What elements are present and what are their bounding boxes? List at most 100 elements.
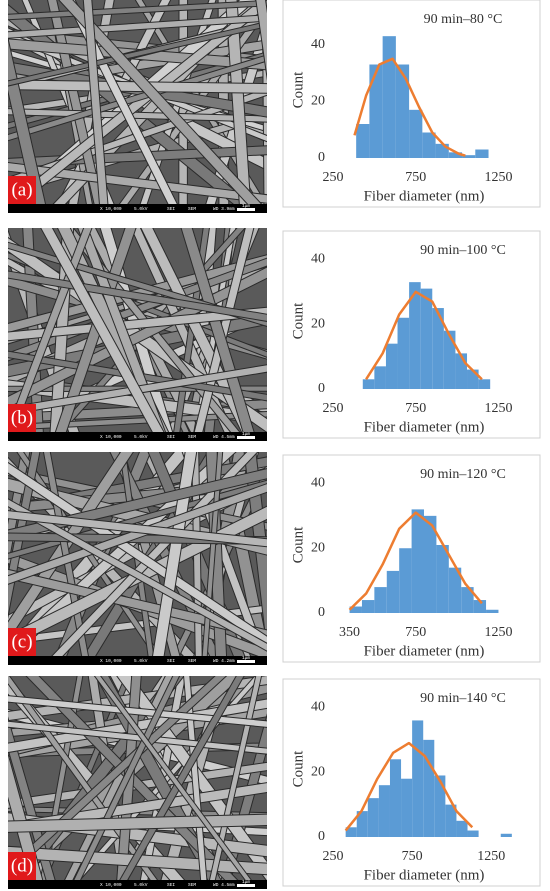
- sem-info: X 10,000: [100, 882, 122, 888]
- y-axis-label: Count: [290, 750, 306, 788]
- fiber: [8, 452, 40, 615]
- panel-label-bg: [8, 176, 36, 204]
- bar: [356, 124, 370, 158]
- chart-title: 90 min–80 °C: [424, 12, 503, 27]
- x-tick-label: 250: [323, 170, 344, 185]
- y-tick-label: 20: [311, 94, 325, 109]
- fiber: [256, 0, 267, 74]
- x-tick-label: 750: [405, 401, 426, 416]
- y-tick-label: 40: [311, 252, 325, 267]
- bar: [434, 775, 446, 837]
- y-axis-label: Count: [290, 302, 306, 340]
- y-tick-label: 0: [318, 150, 325, 165]
- x-axis-label: Fiber diameter (nm): [364, 867, 485, 883]
- sem-info: SEI: [167, 434, 175, 440]
- sem-info: WD 4.2mm: [213, 658, 235, 664]
- sem-image: X 10,000 5.0kV SEI SEM WD 4.5mm 1μm (d): [8, 676, 267, 889]
- fiber: [52, 228, 136, 441]
- panel-label-bg: [8, 404, 36, 432]
- y-tick-label: 0: [318, 605, 325, 620]
- info-bar: [8, 432, 267, 441]
- bar: [374, 366, 386, 389]
- chart-title: 90 min–100 °C: [420, 243, 506, 258]
- bar: [401, 778, 413, 837]
- y-tick-label: 40: [311, 476, 325, 491]
- sem-info: X 10,000: [100, 434, 122, 440]
- scale-bar: [237, 660, 255, 663]
- bar: [432, 308, 444, 389]
- sem-info: SEI: [167, 658, 175, 664]
- sem-info: 1μm: [242, 655, 250, 661]
- fit-curve: [353, 57, 466, 157]
- panel-label: (c): [11, 631, 32, 652]
- bar: [436, 545, 449, 613]
- bar: [422, 132, 436, 158]
- sem-image: X 10,000 5.0kV SEI SEM WD 4.5mm 1μm (b): [8, 228, 267, 441]
- sem-image: X 10,000 5.0kV SEI SEM WD 4.2mm 1μm (c): [8, 452, 267, 665]
- fibers: [8, 0, 267, 213]
- bar: [385, 343, 398, 389]
- fiber: [116, 676, 141, 889]
- fit-curve: [344, 741, 474, 832]
- fibers: [8, 676, 267, 889]
- fiber-shadow: [261, 0, 267, 213]
- fiber: [184, 676, 208, 889]
- fibers: [8, 452, 267, 665]
- fiber: [8, 480, 267, 559]
- sem-info: X 10,000: [100, 658, 122, 664]
- y-axis-label: Count: [290, 526, 306, 564]
- fiber: [8, 814, 267, 832]
- fiber: [8, 15, 267, 38]
- x-tick-label: 1250: [484, 401, 512, 416]
- sem-info: WD 3.9mm: [213, 206, 235, 212]
- x-tick-label: 1250: [484, 170, 512, 185]
- sem-info: X 10,000: [100, 206, 122, 212]
- bar: [382, 36, 396, 158]
- sem-info: 1μm: [242, 879, 250, 885]
- fiber: [8, 271, 267, 321]
- fit-curve: [365, 290, 483, 381]
- panel-label-bg: [8, 628, 36, 656]
- sem-info: 1μm: [242, 431, 250, 437]
- sem-info: 5.0kV: [134, 434, 148, 440]
- fiber: [8, 721, 267, 754]
- bar: [374, 587, 387, 613]
- y-tick-label: 20: [311, 764, 325, 779]
- x-tick-label: 750: [405, 625, 426, 640]
- bar: [399, 548, 412, 613]
- fiber: [83, 0, 109, 213]
- sem-info: SEM: [188, 206, 196, 212]
- sem-info: SEI: [167, 882, 175, 888]
- bar: [349, 606, 362, 613]
- fiber: [151, 452, 197, 665]
- fiber: [8, 40, 48, 213]
- fiber: [8, 511, 267, 547]
- sem-info: 1μm: [242, 203, 250, 209]
- sem-info: 5.0kV: [134, 658, 148, 664]
- chart-title: 90 min–120 °C: [420, 467, 506, 482]
- bar: [389, 759, 402, 837]
- fiber: [192, 452, 202, 665]
- x-tick-label: 750: [402, 849, 423, 864]
- fiber: [8, 21, 267, 86]
- x-tick-label: 250: [323, 401, 344, 416]
- bar: [395, 64, 410, 158]
- fiber: [70, 676, 179, 889]
- bar: [455, 353, 468, 389]
- scale-bar: [237, 208, 255, 211]
- sem-info: 5.0kV: [134, 882, 148, 888]
- x-tick-label: 1250: [484, 625, 512, 640]
- y-tick-label: 0: [318, 381, 325, 396]
- sem-info: 5.0kV: [134, 206, 148, 212]
- sem-info: SEM: [188, 434, 196, 440]
- bar: [424, 515, 437, 613]
- bar: [386, 570, 400, 613]
- bar: [445, 804, 457, 837]
- x-axis-label: Fiber diameter (nm): [364, 643, 485, 659]
- y-tick-label: 40: [311, 37, 325, 52]
- sem-info: SEI: [167, 206, 175, 212]
- fiber: [95, 676, 258, 889]
- fiber: [60, 676, 174, 889]
- bar: [456, 820, 468, 837]
